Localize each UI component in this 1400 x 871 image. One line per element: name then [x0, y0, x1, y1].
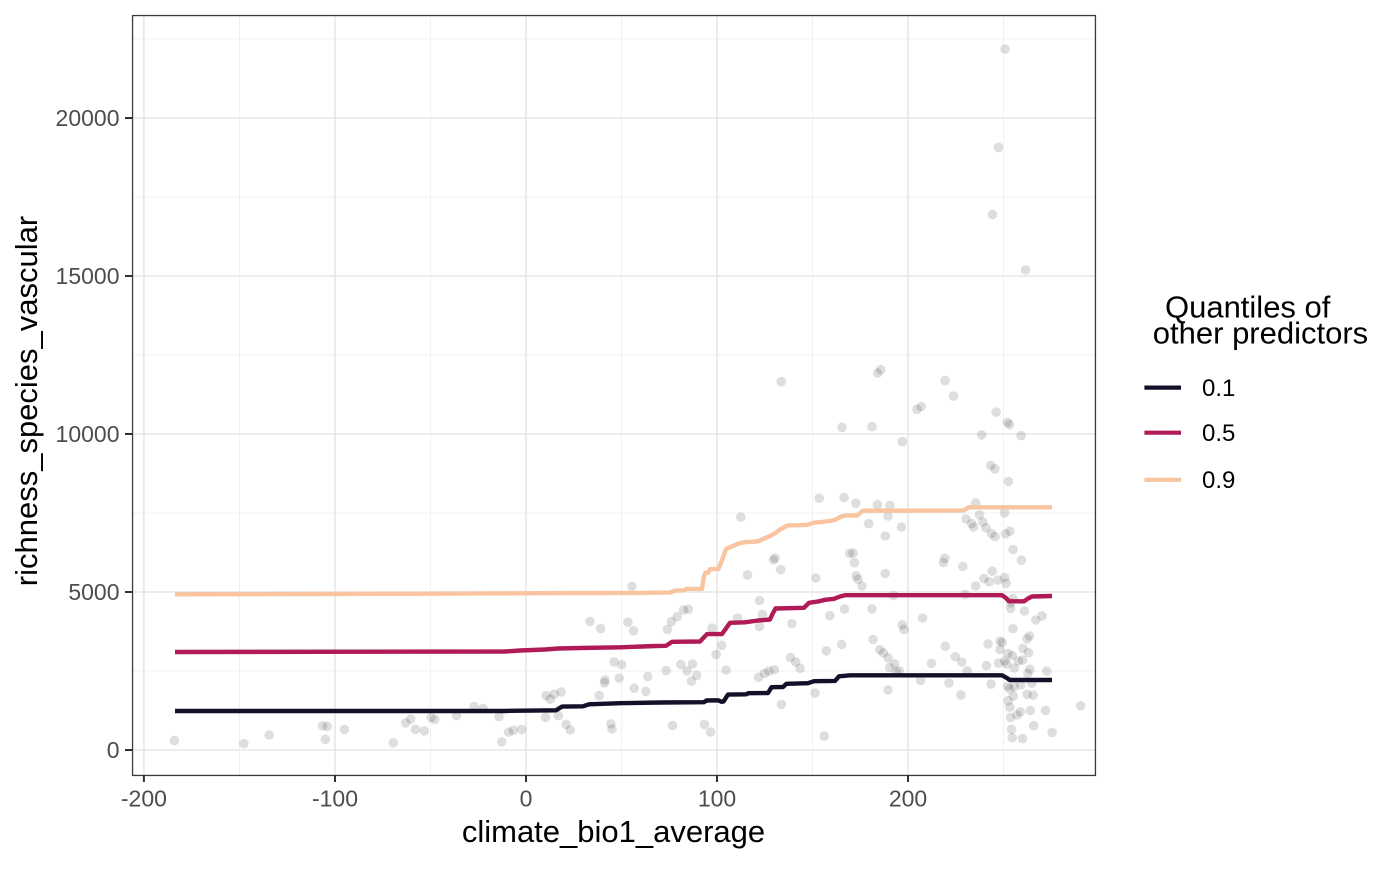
svg-text:20000: 20000 — [56, 105, 120, 131]
svg-text:-200: -200 — [121, 786, 167, 812]
svg-text:0.1: 0.1 — [1202, 375, 1235, 402]
svg-text:15000: 15000 — [56, 263, 120, 289]
svg-text:0.5: 0.5 — [1202, 420, 1235, 447]
svg-text:-100: -100 — [312, 786, 358, 812]
svg-text:0: 0 — [520, 786, 533, 812]
svg-text:10000: 10000 — [56, 421, 120, 447]
svg-text:other predictors: other predictors — [1153, 316, 1368, 351]
svg-text:climate_bio1_average: climate_bio1_average — [462, 814, 765, 849]
svg-text:Quantiles of: Quantiles of — [1165, 290, 1331, 325]
svg-text:200: 200 — [889, 786, 927, 812]
svg-text:100: 100 — [698, 786, 736, 812]
svg-text:0: 0 — [107, 737, 120, 763]
svg-text:richness_species_vascular: richness_species_vascular — [9, 216, 44, 586]
svg-text:5000: 5000 — [68, 579, 119, 605]
svg-text:0.9: 0.9 — [1202, 467, 1235, 494]
